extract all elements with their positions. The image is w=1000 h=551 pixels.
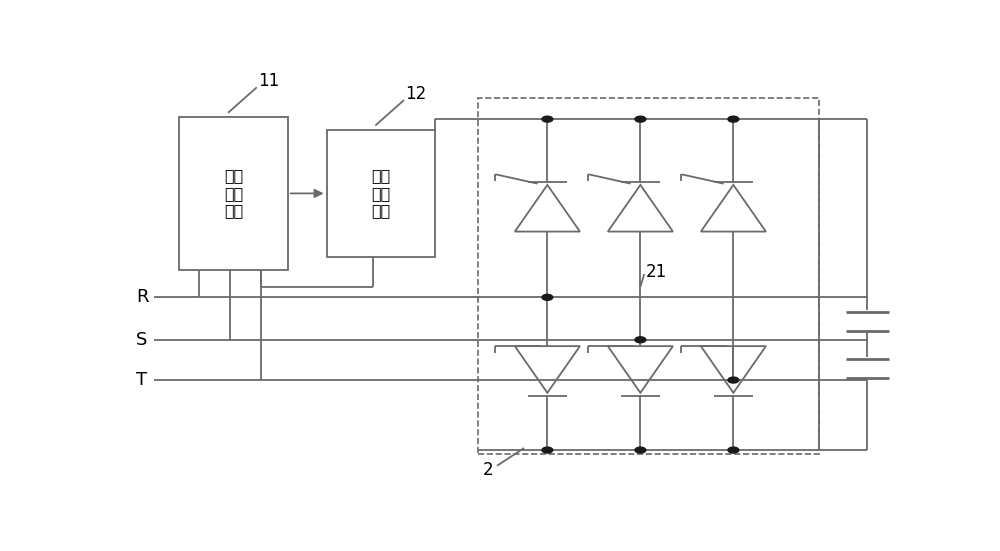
Text: S: S xyxy=(136,331,148,349)
Bar xyxy=(326,130,435,257)
Circle shape xyxy=(635,447,646,453)
Text: 缺相
检测
电路: 缺相 检测 电路 xyxy=(371,169,390,218)
Circle shape xyxy=(728,116,739,122)
Bar xyxy=(179,117,288,270)
Circle shape xyxy=(542,447,553,453)
Text: 21: 21 xyxy=(646,263,667,281)
Text: 电压
检测
电路: 电压 检测 电路 xyxy=(224,169,243,218)
Text: 11: 11 xyxy=(258,72,279,90)
Circle shape xyxy=(635,116,646,122)
Text: T: T xyxy=(136,371,148,389)
Text: R: R xyxy=(136,288,148,306)
Circle shape xyxy=(728,377,739,383)
Circle shape xyxy=(542,116,553,122)
Text: 12: 12 xyxy=(405,85,426,102)
Text: 2: 2 xyxy=(482,461,493,479)
Circle shape xyxy=(635,337,646,343)
Circle shape xyxy=(542,294,553,300)
Circle shape xyxy=(728,447,739,453)
Bar xyxy=(478,98,819,455)
